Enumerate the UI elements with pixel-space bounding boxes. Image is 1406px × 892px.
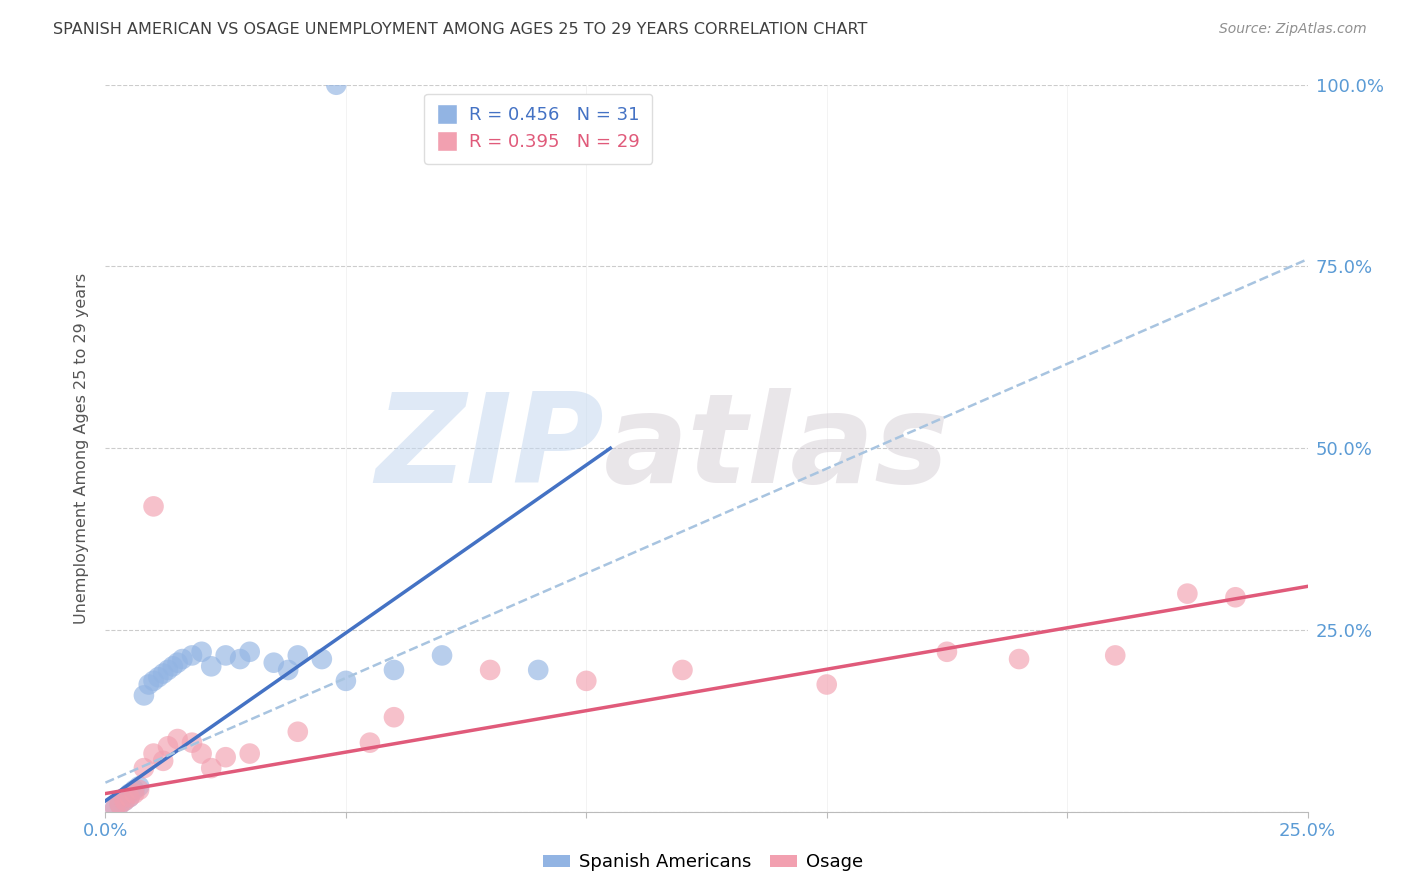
Point [229, 652, 252, 666]
Point [214, 648, 236, 663]
Point [1175, 587, 1198, 601]
Legend: R = 0.456   N = 31, R = 0.395   N = 29: R = 0.456 N = 31, R = 0.395 N = 29 [425, 94, 652, 164]
Point [108, 797, 131, 812]
Point [936, 645, 959, 659]
Point [128, 779, 150, 793]
Point [1104, 648, 1126, 663]
Point [200, 659, 222, 673]
Point [527, 663, 550, 677]
Point [190, 747, 212, 761]
Point [124, 783, 146, 797]
Point [148, 670, 170, 684]
Point [335, 673, 357, 688]
Point [118, 790, 141, 805]
Point [132, 761, 155, 775]
Point [132, 689, 155, 703]
Point [156, 663, 179, 677]
Point [277, 663, 299, 677]
Point [239, 747, 262, 761]
Text: Source: ZipAtlas.com: Source: ZipAtlas.com [1219, 22, 1367, 37]
Point [108, 797, 131, 812]
Point [200, 761, 222, 775]
Text: SPANISH AMERICAN VS OSAGE UNEMPLOYMENT AMONG AGES 25 TO 29 YEARS CORRELATION CHA: SPANISH AMERICAN VS OSAGE UNEMPLOYMENT A… [53, 22, 868, 37]
Point [152, 754, 174, 768]
Point [166, 731, 188, 746]
Point [430, 648, 453, 663]
Point [815, 677, 838, 691]
Point [166, 656, 188, 670]
Point [162, 659, 184, 673]
Point [382, 663, 405, 677]
Point [152, 666, 174, 681]
Y-axis label: Unemployment Among Ages 25 to 29 years: Unemployment Among Ages 25 to 29 years [75, 273, 90, 624]
Point [124, 787, 146, 801]
Point [138, 677, 160, 691]
Point [239, 645, 262, 659]
Text: atlas: atlas [605, 388, 950, 508]
Point [181, 648, 204, 663]
Point [128, 783, 150, 797]
Point [142, 500, 165, 514]
Point [190, 645, 212, 659]
Point [104, 801, 127, 815]
Point [382, 710, 405, 724]
Point [172, 652, 194, 666]
Point [479, 663, 502, 677]
Point [181, 736, 204, 750]
Point [287, 648, 309, 663]
Point [325, 78, 347, 92]
Point [156, 739, 179, 754]
Point [214, 750, 236, 764]
Point [671, 663, 693, 677]
Point [575, 673, 598, 688]
Legend: Spanish Americans, Osage: Spanish Americans, Osage [536, 847, 870, 879]
Point [1225, 591, 1247, 605]
Point [104, 801, 127, 815]
Point [263, 656, 285, 670]
Point [118, 787, 141, 801]
Point [118, 790, 141, 805]
Text: ZIP: ZIP [375, 388, 605, 508]
Point [359, 736, 381, 750]
Point [1008, 652, 1031, 666]
Point [114, 794, 136, 808]
Point [142, 747, 165, 761]
Point [142, 673, 165, 688]
Point [114, 794, 136, 808]
Point [287, 724, 309, 739]
Point [311, 652, 333, 666]
